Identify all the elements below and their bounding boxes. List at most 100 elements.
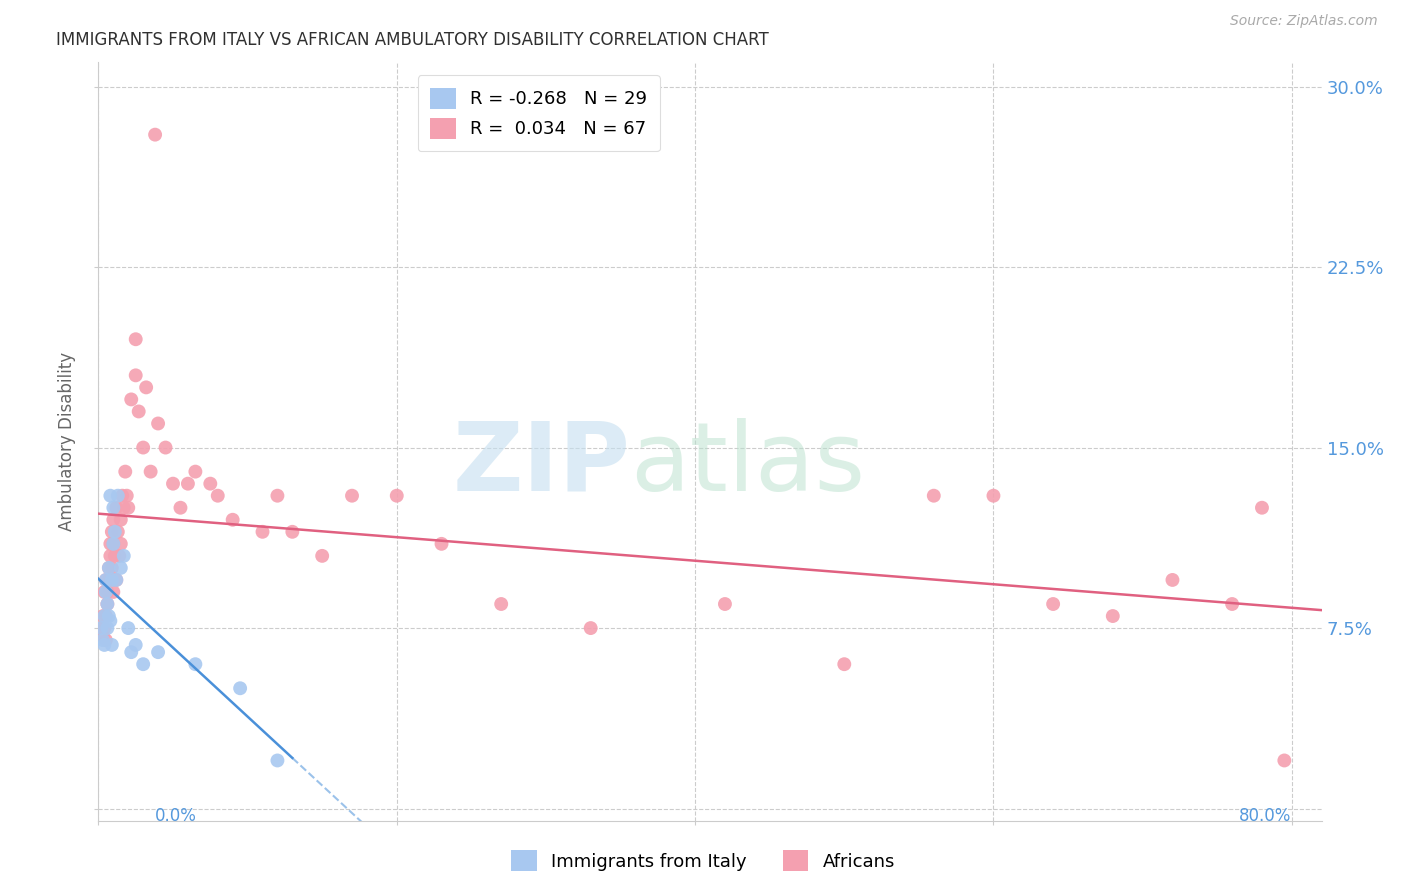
Point (93, 585, 115, 599)
Point (125, 368, 148, 383)
Point (96, 597, 118, 611)
Point (91, 609, 114, 624)
Text: atlas: atlas (630, 417, 866, 511)
Point (103, 500, 125, 515)
Point (1101, 609, 1123, 624)
Point (832, 657, 855, 672)
Point (115, 489, 138, 503)
Point (120, 645, 142, 659)
Point (266, 754, 288, 768)
Point (94, 573, 117, 587)
Point (340, 489, 363, 503)
Point (132, 657, 155, 672)
Point (132, 441, 155, 455)
Point (128, 404, 150, 418)
Point (107, 489, 129, 503)
Point (221, 513, 243, 527)
Point (96, 585, 118, 599)
Point (1251, 500, 1274, 515)
Point (110, 537, 132, 551)
Point (103, 513, 125, 527)
Legend: Immigrants from Italy, Africans: Immigrants from Italy, Africans (503, 843, 903, 879)
Point (96, 597, 118, 611)
Point (922, 489, 945, 503)
Point (105, 573, 128, 587)
Point (97, 561, 120, 575)
Point (98, 614, 121, 628)
Point (98, 549, 121, 563)
Point (184, 657, 207, 672)
Point (98, 537, 121, 551)
Point (135, 380, 157, 394)
Point (108, 549, 131, 563)
Point (111, 489, 134, 503)
Point (430, 537, 453, 551)
Point (101, 524, 124, 539)
Point (103, 585, 125, 599)
Point (184, 465, 207, 479)
Point (90, 621, 112, 635)
Point (90, 621, 112, 635)
Point (207, 489, 229, 503)
Point (117, 621, 139, 635)
Point (103, 537, 125, 551)
Text: Source: ZipAtlas.com: Source: ZipAtlas.com (1230, 14, 1378, 28)
Point (101, 638, 124, 652)
Point (155, 441, 177, 455)
Point (983, 489, 1005, 503)
Point (93, 638, 115, 652)
Point (101, 573, 124, 587)
Legend: R = -0.268   N = 29, R =  0.034   N = 67: R = -0.268 N = 29, R = 0.034 N = 67 (418, 75, 659, 152)
Point (177, 476, 200, 491)
Point (112, 549, 135, 563)
Point (229, 681, 252, 696)
Point (143, 128, 166, 142)
Text: ZIP: ZIP (453, 417, 630, 511)
Point (200, 476, 222, 491)
Point (117, 500, 139, 515)
Point (110, 561, 132, 575)
Point (146, 417, 169, 431)
Point (97, 573, 120, 587)
Point (91, 633, 114, 648)
Point (105, 573, 128, 587)
Point (97, 609, 120, 624)
Point (107, 524, 129, 539)
Point (91, 628, 114, 642)
Point (714, 597, 737, 611)
Point (125, 638, 148, 652)
Point (281, 524, 304, 539)
Point (112, 500, 135, 515)
Point (110, 513, 132, 527)
Point (125, 332, 148, 346)
Point (1272, 754, 1295, 768)
Point (93, 621, 115, 635)
Point (252, 524, 274, 539)
Point (139, 465, 162, 479)
Point (311, 549, 333, 563)
Point (266, 489, 288, 503)
Point (1042, 597, 1064, 611)
Point (97, 561, 120, 575)
Point (169, 500, 191, 515)
Point (94, 573, 117, 587)
Point (98, 489, 121, 503)
Point (1161, 573, 1184, 587)
Text: 0.0%: 0.0% (155, 806, 197, 824)
Point (94, 585, 117, 599)
Point (94, 633, 117, 648)
Point (1220, 597, 1243, 611)
Point (489, 597, 512, 611)
Text: IMMIGRANTS FROM ITALY VS AFRICAN AMBULATORY DISABILITY CORRELATION CHART: IMMIGRANTS FROM ITALY VS AFRICAN AMBULAT… (56, 31, 769, 49)
Point (94, 609, 117, 624)
Point (93, 609, 115, 624)
Point (104, 524, 127, 539)
Text: 80.0%: 80.0% (1239, 806, 1292, 824)
Point (162, 476, 184, 491)
Point (579, 621, 602, 635)
Point (101, 561, 124, 575)
Point (385, 489, 408, 503)
Y-axis label: Ambulatory Disability: Ambulatory Disability (58, 352, 76, 531)
Point (96, 621, 118, 635)
Point (105, 500, 128, 515)
